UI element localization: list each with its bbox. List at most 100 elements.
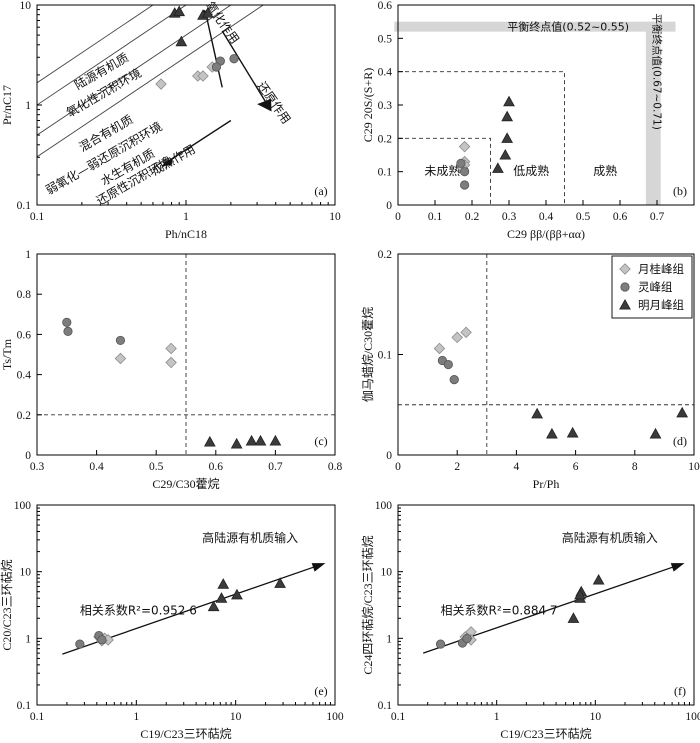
- data-point-triangle: [230, 437, 243, 449]
- data-point-circle: [459, 180, 470, 190]
- data-point-triangle: [245, 434, 258, 446]
- x-axis-label: C29 ββ/(ββ+αα): [507, 227, 585, 241]
- y-tick-label: 0.5: [378, 33, 393, 45]
- y-axis-label: C24四环萜烷/C23三环萜烷: [361, 535, 375, 674]
- x-tick-label: 0.1: [428, 211, 443, 223]
- x-tick-label: 0.4: [89, 461, 104, 473]
- y-tick-label: 0.1: [17, 200, 32, 212]
- x-tick-label: 0.7: [650, 211, 665, 223]
- chart-d: 0 2 4 6 8 10 0 0.1 0.2 Pr/Ph 伽马蜡烷/C30藿烷 (d) 月桂峰组灵峰组明…: [360, 249, 700, 491]
- panel-label: (a): [314, 184, 327, 198]
- legend-label: 月桂峰组: [638, 262, 684, 276]
- data-point-triangle: [501, 132, 514, 143]
- data-point-circle: [75, 639, 85, 649]
- x-axis-label: C19/C23三环萜烷: [500, 727, 591, 741]
- data-point-circle: [97, 635, 107, 645]
- y-tick-label: 0.8: [17, 289, 32, 301]
- x-tick-label: 1: [183, 211, 189, 223]
- panel-label: (f): [674, 684, 686, 698]
- data-point-diamond: [451, 331, 463, 344]
- data-point-circle: [211, 62, 222, 72]
- chart-a: 0.1 1 100.1110Ph/nC18Pr/nC17(a)陆源有机质氧化性沉积环…: [0, 0, 341, 241]
- x-tick-label: 100: [685, 711, 700, 723]
- data-point-triangle: [274, 577, 286, 588]
- x-tick-label: 0.1: [30, 711, 45, 723]
- x-tick-label: 0.6: [209, 461, 224, 473]
- x-tick-label: 10: [230, 711, 242, 723]
- annotation: 还原作用: [254, 79, 293, 126]
- x-tick-label: 0: [395, 211, 401, 223]
- reduction-arrowhead: [257, 98, 272, 112]
- y-tick-label: 0.1: [378, 350, 393, 362]
- data-point-triangle: [546, 427, 558, 439]
- data-point-triangle: [531, 407, 543, 419]
- plot-frame: [36, 504, 336, 706]
- regression-arrowhead: [311, 563, 326, 572]
- y-tick-label: 0: [386, 450, 392, 462]
- data-point-triangle: [492, 162, 504, 173]
- y-tick-label: 10: [381, 567, 393, 579]
- diagonal-lines: [37, 5, 265, 158]
- x-tick-label: 1: [133, 711, 139, 723]
- balance-band-horizontal: [394, 21, 676, 32]
- data-point-circle: [63, 326, 73, 336]
- data-point-diamond: [165, 356, 177, 369]
- regression-label: 相关系数R²=0.952 6: [80, 603, 197, 618]
- y-tick-label: 0.1: [378, 167, 393, 179]
- x-tick-label: 0: [395, 461, 401, 473]
- data-point-triangle: [254, 434, 267, 446]
- legend-marker-diamond: [619, 263, 631, 275]
- x-tick-label: 0.4: [539, 211, 554, 223]
- y-tick-label: 0.4: [378, 67, 393, 79]
- chart-b: 平衡终点值(0.52~0.55) 平衡终点值(0.67~0.71) 0 0.1 0.2 0…: [361, 0, 695, 241]
- y-tick-label: 1: [25, 633, 31, 645]
- data-point-triangle: [574, 588, 586, 600]
- data-point-triangle: [501, 110, 514, 122]
- y-tick-label: 0.1: [17, 700, 32, 712]
- y-tick-label: 0.2: [378, 249, 393, 261]
- x-tick-label: 0.2: [465, 211, 480, 223]
- balance-h-label: 平衡终点值(0.52~0.55): [507, 20, 629, 34]
- low-mature-boundary: [398, 71, 565, 205]
- data-point-circle: [462, 633, 472, 643]
- environment-boundary-line: [37, 5, 265, 158]
- y-tick-label: 100: [375, 500, 393, 512]
- oxidation-arrow: [204, 11, 223, 88]
- y-axis-label: Ts/Tm: [0, 338, 14, 370]
- y-axis-label: C29 20S/(S+R): [361, 68, 375, 142]
- plot-frame: [36, 253, 336, 456]
- maturation-arrowhead: [161, 157, 174, 167]
- data-point-diamond: [114, 352, 127, 365]
- data-point-circle: [62, 317, 72, 327]
- data-point-triangle: [217, 578, 230, 589]
- x-axis-label: Ph/nC18: [165, 227, 207, 241]
- process-arrows: [161, 9, 272, 167]
- y-tick-label: 10: [20, 0, 32, 12]
- x-tick-label: 0.7: [268, 461, 283, 473]
- y-tick-label: 0.1: [378, 700, 393, 712]
- y-tick-label: 0: [386, 200, 392, 212]
- regression-label: 相关系数R²=0.884 7: [441, 603, 558, 618]
- y-tick-label: 0.2: [378, 133, 393, 145]
- data-point-triangle: [175, 35, 188, 47]
- x-tick-label: 100: [326, 711, 344, 723]
- y-tick-label: 0.2: [17, 410, 32, 422]
- panel-label: (c): [314, 434, 327, 448]
- y-tick-label: 0.6: [378, 0, 393, 12]
- data-point-triangle: [676, 406, 689, 418]
- y-axis-label: C20/C23三环萜烷: [0, 559, 14, 650]
- chart-c: 0.3 0.4 0.5 0.6 0.7 0.8 0 0.2 0.4 0.6 0.8 1 C29/C30藿…: [0, 249, 342, 491]
- y-tick-label: 100: [14, 500, 32, 512]
- x-tick-label: 0.3: [502, 211, 517, 223]
- y-tick-label: 1: [25, 100, 31, 112]
- legend-label: 灵峰组: [638, 280, 673, 294]
- x-tick-label: 8: [632, 461, 638, 473]
- maturation-arrow: [164, 119, 232, 165]
- annotation: 成熟: [593, 163, 617, 178]
- data-point-circle: [449, 375, 459, 385]
- trend-label: 高陆源有机质输入: [562, 530, 658, 545]
- x-axis-label: C19/C23三环萜烷: [140, 727, 231, 741]
- x-axis-label: Pr/Ph: [533, 477, 560, 491]
